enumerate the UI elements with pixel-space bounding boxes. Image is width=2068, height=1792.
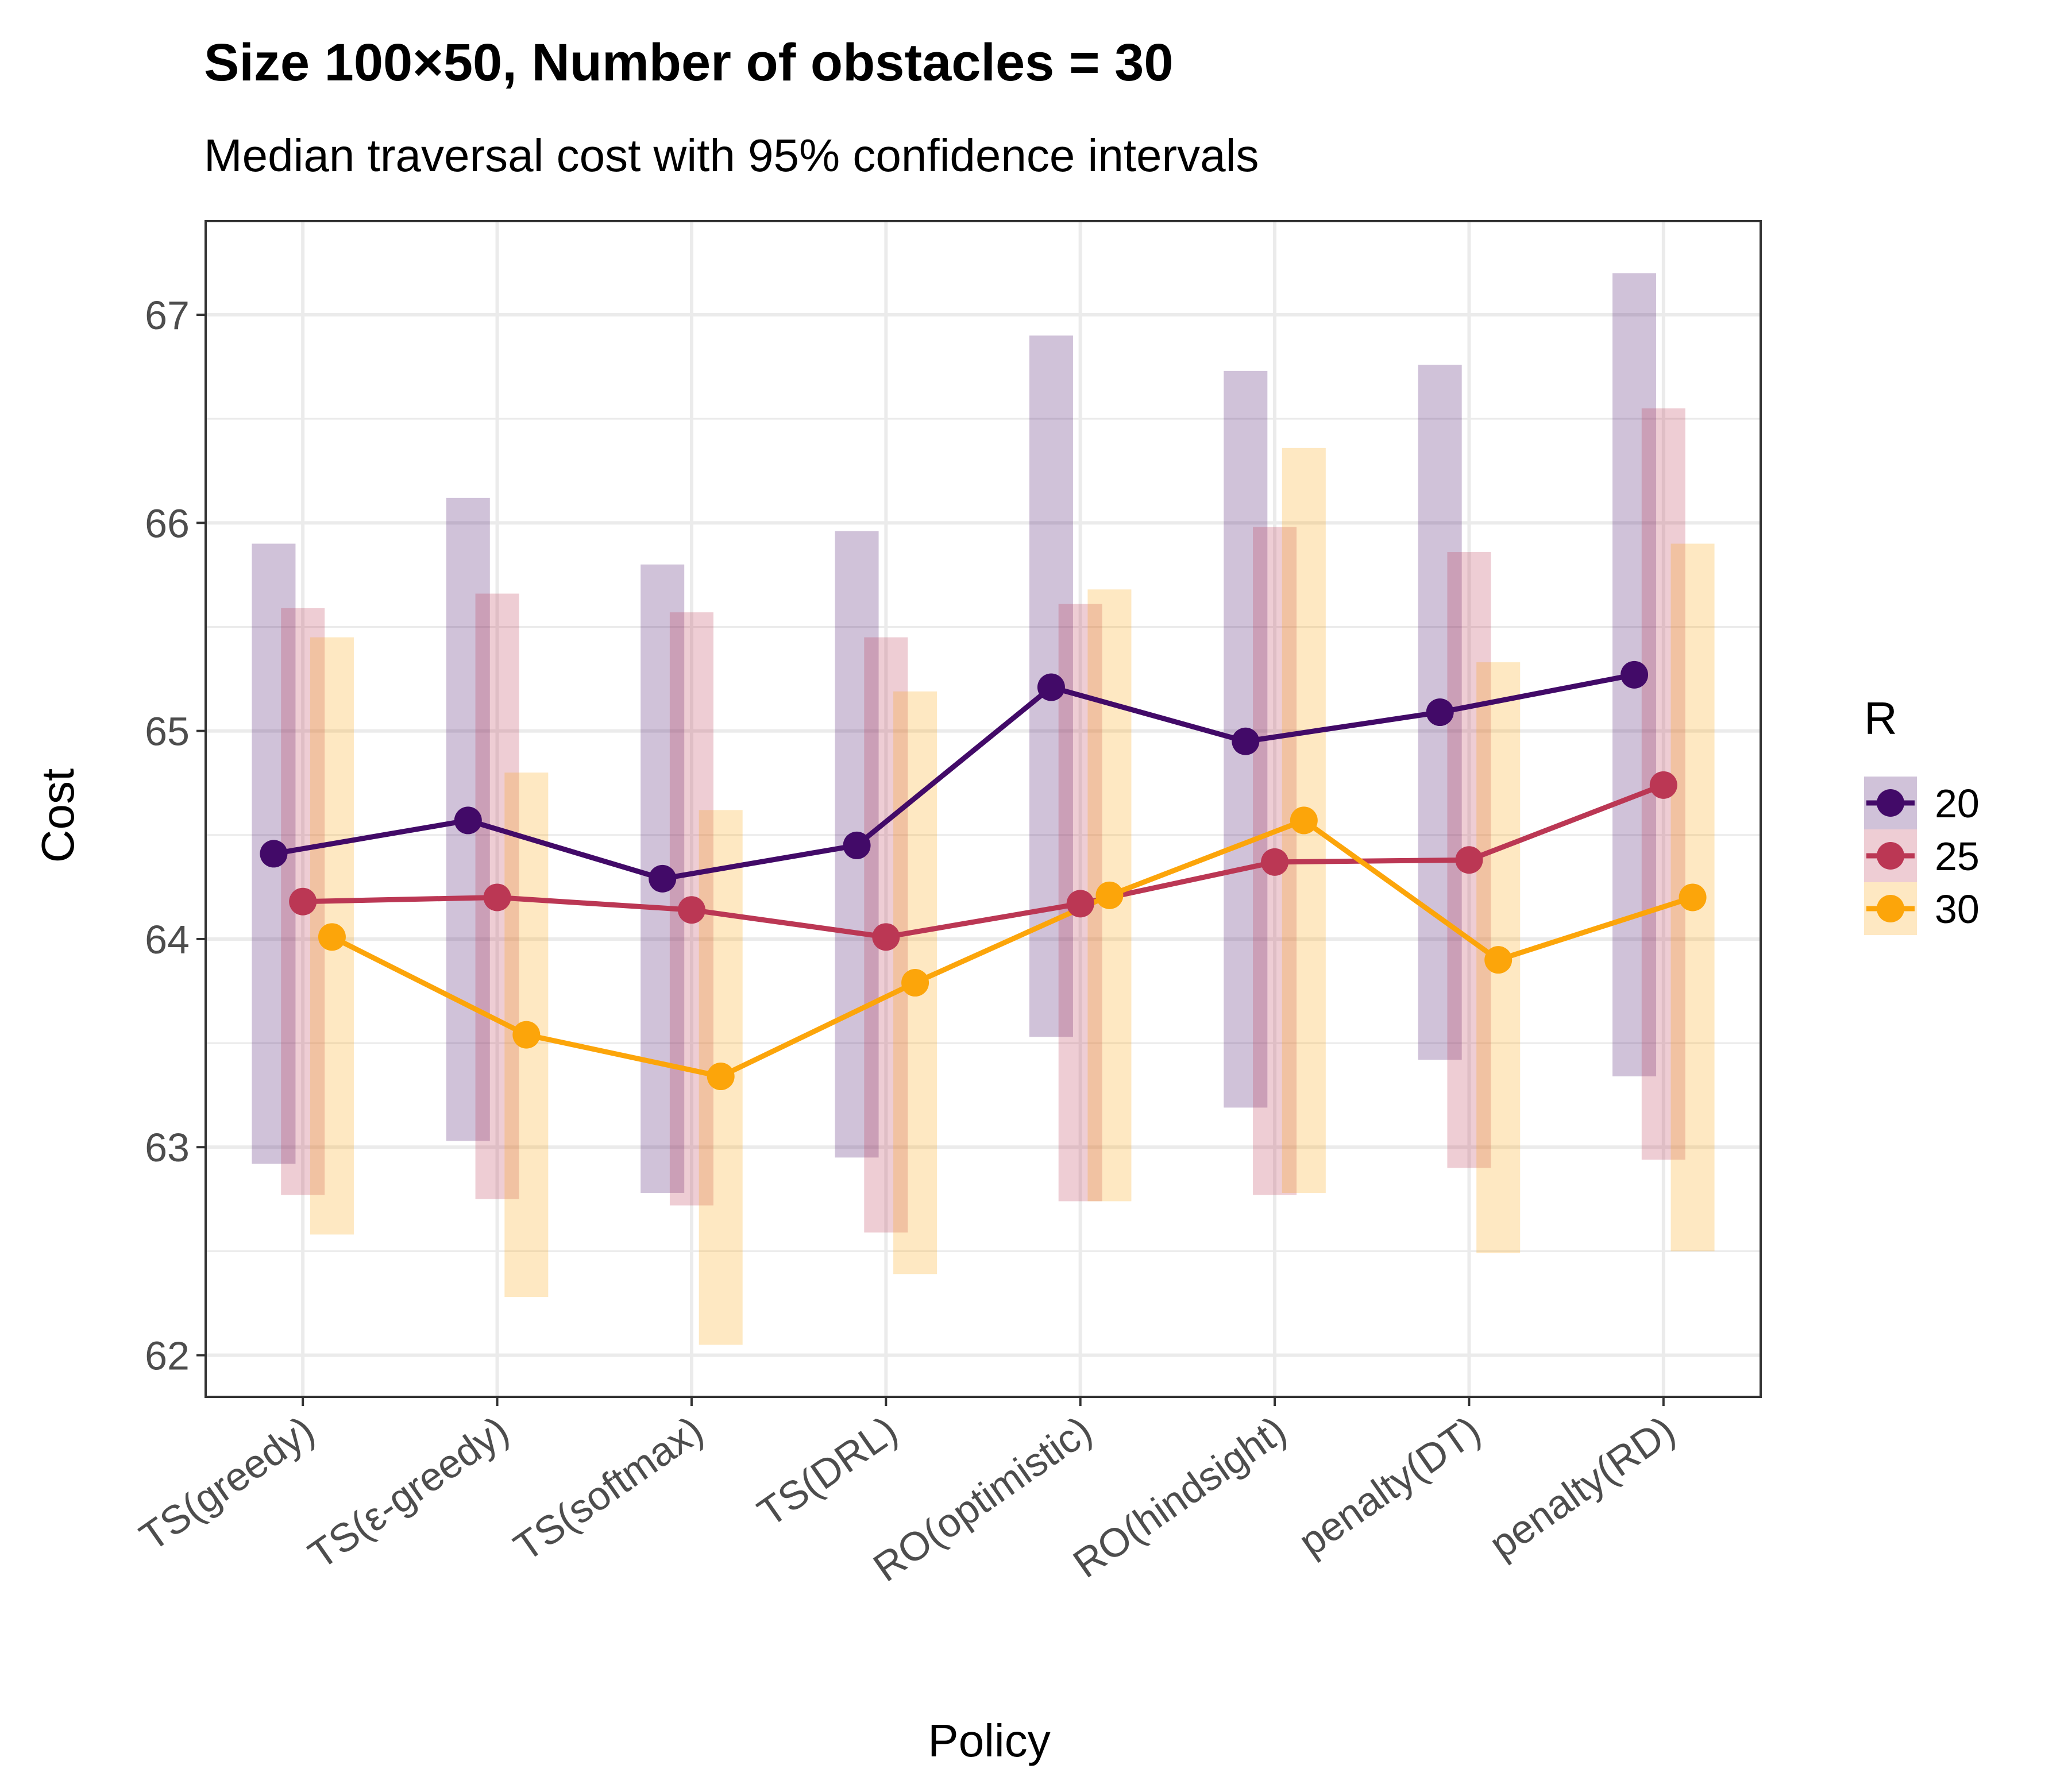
y-tick-label: 62	[145, 1334, 190, 1378]
point-r30	[512, 1021, 541, 1049]
y-tick-label: 65	[145, 709, 190, 754]
point-r25	[483, 883, 511, 912]
point-r20	[1037, 673, 1065, 701]
point-r20	[454, 806, 482, 835]
chart-title: Size 100×50, Number of obstacles = 30	[204, 33, 1174, 92]
legend-key-point-r30	[1877, 895, 1904, 922]
point-r30	[1679, 883, 1707, 912]
legend: R 20 25 30	[1864, 693, 1980, 935]
plot-border	[205, 220, 1762, 1398]
legend-label-r25: 25	[1935, 834, 1980, 879]
point-r20	[1426, 698, 1454, 727]
plot-background	[206, 221, 1761, 1397]
point-r20	[843, 831, 871, 859]
plot-area: 626364656667TS(greedy)TS(ε-greedy)TS(sof…	[132, 220, 1762, 1590]
series-line-r25	[303, 782, 1665, 940]
point-r30	[901, 969, 929, 997]
point-r20	[1232, 727, 1260, 755]
legend-label-r20: 20	[1935, 781, 1980, 826]
point-r25	[1066, 890, 1094, 918]
chart-subtitle: Median traversal cost with 95% confidenc…	[204, 130, 1259, 181]
point-r30	[1484, 946, 1513, 974]
point-r20	[649, 864, 677, 893]
point-r25	[677, 896, 705, 924]
y-axis-title: Cost	[32, 768, 83, 863]
point-r20	[260, 840, 288, 868]
point-r25	[1261, 848, 1289, 876]
y-tick-label: 67	[145, 293, 190, 338]
legend-key-point-r25	[1877, 842, 1904, 870]
point-r30	[318, 923, 346, 951]
point-r25	[289, 887, 317, 916]
series-line-r20	[273, 672, 1635, 882]
y-tick-label: 64	[145, 917, 190, 962]
point-r30	[1290, 806, 1318, 835]
point-r25	[1649, 771, 1677, 799]
point-r25	[872, 923, 900, 951]
point-r25	[1455, 846, 1483, 874]
legend-title: R	[1864, 693, 1897, 744]
point-r30	[1095, 881, 1124, 909]
legend-key-point-r20	[1877, 789, 1904, 817]
series-line-r30	[330, 817, 1693, 1079]
point-r30	[707, 1063, 735, 1091]
point-r20	[1621, 661, 1649, 689]
y-tick-label: 66	[145, 501, 190, 546]
legend-label-r30: 30	[1935, 887, 1980, 932]
y-tick-label: 63	[145, 1125, 190, 1170]
x-axis-title: Policy	[928, 1715, 1050, 1766]
